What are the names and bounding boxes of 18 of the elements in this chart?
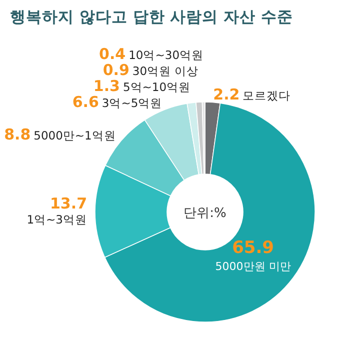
- data-label: 6.6: [72, 93, 99, 112]
- slice-label: 5억~10억원: [122, 80, 191, 94]
- slice-label: 10억~30억원: [128, 48, 204, 62]
- data-label: 13.7: [50, 194, 87, 212]
- data-label: 2.2: [213, 85, 240, 104]
- data-label: 65.9: [232, 238, 274, 258]
- data-label: 8.8: [4, 126, 31, 144]
- data-label: 1.3: [93, 77, 120, 96]
- text: 단위:%: [184, 206, 226, 221]
- slice-label: 모르겠다: [242, 88, 291, 102]
- slice-label: 5000만~1억원: [34, 128, 116, 143]
- slice-label: 3억~5억원: [102, 96, 162, 110]
- slice-label: 5000만원 미만: [215, 260, 291, 273]
- slice-label: 30억원 이상: [132, 64, 199, 78]
- data-label: 0.4: [99, 45, 126, 64]
- chart-title: 행복하지 않다고 답한 사람의 자산 수준: [10, 8, 293, 26]
- data-label: 0.9: [102, 61, 130, 80]
- slice-label: 1억~3억원: [26, 212, 87, 226]
